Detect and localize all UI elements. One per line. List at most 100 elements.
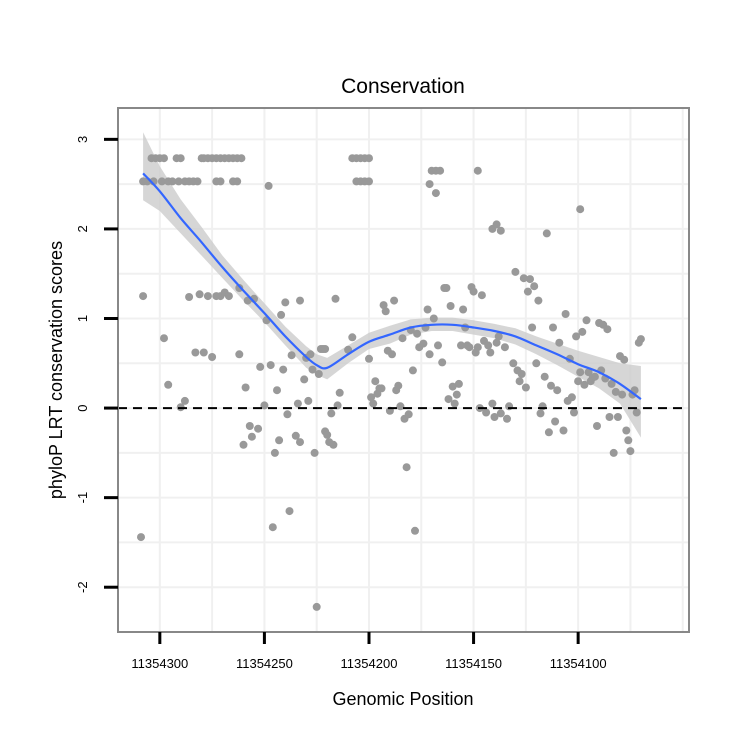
- data-point: [413, 329, 422, 338]
- data-point: [396, 402, 405, 411]
- data-point: [572, 332, 581, 341]
- data-point: [168, 177, 177, 186]
- data-point: [327, 409, 336, 418]
- data-point: [452, 390, 461, 399]
- x-tick-label: 11354300: [131, 656, 188, 671]
- data-point: [224, 292, 233, 301]
- data-point: [576, 205, 585, 214]
- data-point: [137, 533, 145, 542]
- data-point: [208, 353, 217, 361]
- data-point: [521, 383, 530, 392]
- data-point: [517, 370, 526, 378]
- data-point: [515, 377, 524, 386]
- data-point: [473, 343, 482, 352]
- data-point: [203, 292, 212, 301]
- data-point: [496, 226, 505, 235]
- data-point: [477, 291, 486, 300]
- data-point: [312, 602, 321, 611]
- data-point: [622, 426, 631, 435]
- data-point: [283, 410, 292, 419]
- confidence-ribbon-layer: [143, 132, 641, 438]
- data-point: [509, 359, 518, 368]
- data-point: [576, 368, 585, 377]
- data-point: [567, 393, 576, 402]
- data-point: [180, 396, 189, 405]
- data-point: [632, 408, 641, 417]
- data-point: [304, 396, 313, 405]
- data-point: [279, 365, 288, 374]
- data-point: [174, 177, 183, 186]
- y-tick-label: -1: [75, 492, 90, 504]
- data-point: [465, 343, 474, 352]
- y-tick-label: 3: [75, 136, 90, 143]
- y-axis-ticks: -2 -1 0 1 2 3: [75, 136, 118, 593]
- data-point: [490, 413, 499, 421]
- data-point: [273, 386, 281, 395]
- data-point: [306, 350, 315, 359]
- data-point: [590, 372, 599, 381]
- data-point: [377, 384, 386, 393]
- data-point: [296, 438, 304, 447]
- data-point: [580, 380, 589, 389]
- data-point: [534, 296, 543, 305]
- data-point: [457, 341, 465, 350]
- data-point: [268, 523, 277, 532]
- data-point: [285, 507, 294, 516]
- data-point: [505, 402, 514, 411]
- data-point: [281, 298, 290, 307]
- y-tick-label: 0: [75, 404, 90, 411]
- data-point: [365, 177, 373, 186]
- y-tick-label: 2: [75, 225, 90, 232]
- x-tick-label: 11354250: [236, 656, 293, 671]
- data-point: [549, 323, 557, 332]
- data-point: [492, 220, 501, 229]
- data-point: [609, 448, 618, 457]
- data-point: [398, 334, 407, 343]
- data-point: [270, 448, 279, 457]
- data-point: [547, 381, 555, 390]
- data-point: [584, 368, 593, 377]
- data-point: [408, 366, 417, 375]
- data-point: [388, 350, 396, 359]
- data-point: [314, 370, 323, 378]
- data-point: [492, 338, 501, 347]
- data-point: [473, 166, 482, 175]
- data-point: [329, 440, 338, 449]
- data-point: [459, 305, 468, 314]
- data-point: [371, 377, 380, 386]
- data-point: [191, 348, 200, 357]
- data-point: [291, 431, 300, 440]
- data-point: [438, 358, 447, 367]
- data-point: [310, 448, 319, 457]
- data-point: [335, 388, 344, 397]
- data-point: [607, 379, 616, 388]
- data-point: [434, 341, 442, 350]
- data-point: [553, 386, 562, 395]
- data-point: [523, 287, 532, 296]
- data-point: [511, 267, 520, 276]
- data-point: [185, 293, 194, 301]
- data-point: [503, 414, 511, 423]
- data-point: [308, 365, 317, 374]
- data-point: [275, 436, 284, 445]
- data-point: [542, 229, 551, 238]
- x-tick-label: 11354200: [341, 656, 398, 671]
- data-point: [603, 325, 612, 334]
- data-point: [404, 410, 413, 419]
- data-point: [613, 413, 622, 421]
- data-point: [323, 430, 332, 439]
- data-point: [570, 408, 578, 417]
- data-point: [348, 333, 357, 342]
- data-point: [540, 372, 549, 381]
- data-point: [500, 343, 509, 352]
- data-point: [482, 408, 491, 417]
- data-point: [448, 382, 457, 391]
- data-point: [620, 355, 629, 364]
- data-point: [379, 301, 388, 310]
- data-point: [245, 422, 254, 430]
- data-point: [176, 154, 185, 163]
- data-point: [436, 166, 445, 175]
- data-point: [233, 177, 242, 186]
- data-point: [611, 387, 620, 396]
